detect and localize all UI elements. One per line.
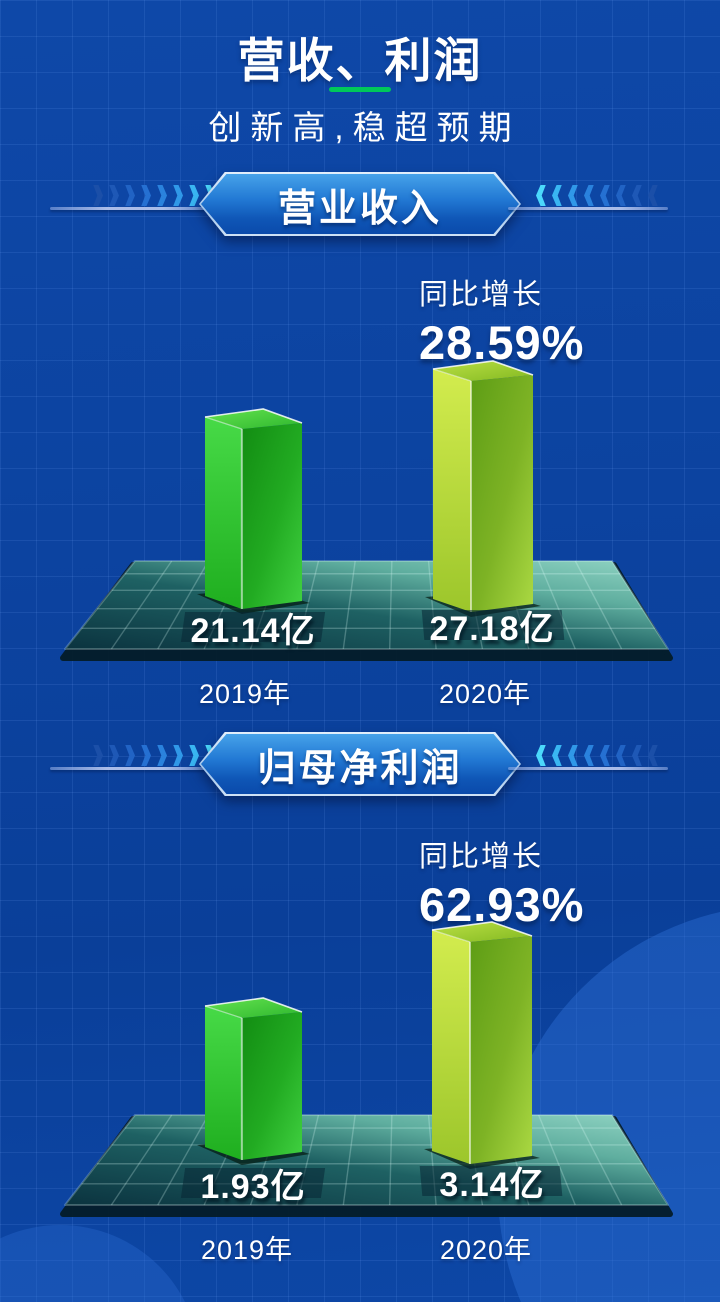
bar-chart-net-profit bbox=[60, 921, 673, 1217]
axis-year-2020: 2020年 bbox=[439, 1235, 533, 1265]
growth-label: 同比增长 bbox=[419, 279, 544, 311]
page-title: 营收、利润 bbox=[237, 34, 483, 87]
chevron-icon bbox=[536, 745, 551, 766]
banner-label: 归母净利润 bbox=[257, 747, 463, 790]
growth-block-net-profit: 同比增长 62.93% bbox=[419, 833, 584, 932]
bar-2019 bbox=[197, 408, 310, 614]
chevron-icon bbox=[632, 745, 647, 766]
chevron-icon bbox=[584, 185, 599, 206]
chevron-icon bbox=[648, 745, 663, 766]
chevron-icon bbox=[157, 745, 167, 766]
chevron-icon bbox=[600, 185, 615, 206]
chevron-icon bbox=[568, 745, 583, 766]
chevron-icon bbox=[616, 185, 631, 206]
chevron-icon bbox=[141, 185, 151, 206]
growth-block-revenue: 同比增长 28.59% bbox=[419, 271, 584, 370]
chevron-icon bbox=[173, 745, 183, 766]
chevron-icon bbox=[536, 185, 551, 206]
page-subtitle: 创新高,稳超预期 bbox=[208, 109, 521, 146]
divider-line-left bbox=[50, 207, 212, 210]
chevron-icon bbox=[141, 745, 151, 766]
bar-value-2019-revenue: 21.14亿 bbox=[190, 612, 316, 650]
chevrons-right bbox=[536, 185, 663, 206]
bar-2020 bbox=[424, 921, 540, 1169]
chevron-icon bbox=[109, 745, 119, 766]
banner-net-profit: 归母净利润 bbox=[199, 732, 521, 796]
banner-label: 营业收入 bbox=[277, 187, 442, 230]
chevrons-right bbox=[536, 745, 663, 766]
chevron-icon bbox=[632, 185, 647, 206]
banner-body: 营业收入 bbox=[201, 174, 519, 234]
background-circle-decoration bbox=[0, 1225, 200, 1302]
chevrons-left bbox=[88, 185, 215, 206]
chevron-icon bbox=[552, 745, 567, 766]
bar-chart-revenue bbox=[60, 360, 673, 661]
growth-value: 62.93% bbox=[419, 878, 585, 931]
growth-value: 28.59% bbox=[419, 316, 585, 369]
axis-year-2020: 2020年 bbox=[438, 679, 532, 709]
chevron-icon bbox=[584, 745, 599, 766]
divider-line-left bbox=[50, 767, 212, 770]
banner-body: 归母净利润 bbox=[201, 734, 519, 794]
divider-line-right bbox=[508, 767, 668, 770]
banner-revenue: 营业收入 bbox=[199, 172, 521, 236]
chevron-icon bbox=[189, 185, 199, 206]
chevron-icon bbox=[157, 185, 167, 206]
bar-2019 bbox=[197, 997, 310, 1165]
axis-year-2019: 2019年 bbox=[200, 1235, 294, 1265]
axis-year-2019: 2019年 bbox=[198, 679, 292, 709]
chevron-icon bbox=[568, 185, 583, 206]
bar-2020 bbox=[425, 360, 541, 617]
chevron-icon bbox=[125, 185, 135, 206]
chevron-icon bbox=[125, 745, 135, 766]
title-underline bbox=[329, 87, 391, 92]
chevron-icon bbox=[616, 745, 631, 766]
chevron-icon bbox=[109, 185, 119, 206]
bar-value-2020-revenue: 27.18亿 bbox=[429, 610, 555, 648]
chevron-icon bbox=[173, 185, 183, 206]
section-header-revenue: 营业收入 bbox=[0, 172, 720, 252]
section-header-net-profit: 归母净利润 bbox=[0, 732, 720, 812]
chevron-icon bbox=[552, 185, 567, 206]
chevron-icon bbox=[93, 745, 103, 766]
bar-value-2019-net-profit: 1.93亿 bbox=[200, 1168, 306, 1206]
chevron-icon bbox=[648, 185, 663, 206]
chevrons-left bbox=[88, 745, 215, 766]
chevron-icon bbox=[189, 745, 199, 766]
chevron-icon bbox=[93, 185, 103, 206]
divider-line-right bbox=[508, 207, 668, 210]
bar-value-2020-net-profit: 3.14亿 bbox=[439, 1166, 545, 1204]
chevron-icon bbox=[600, 745, 615, 766]
growth-label: 同比增长 bbox=[419, 841, 544, 873]
